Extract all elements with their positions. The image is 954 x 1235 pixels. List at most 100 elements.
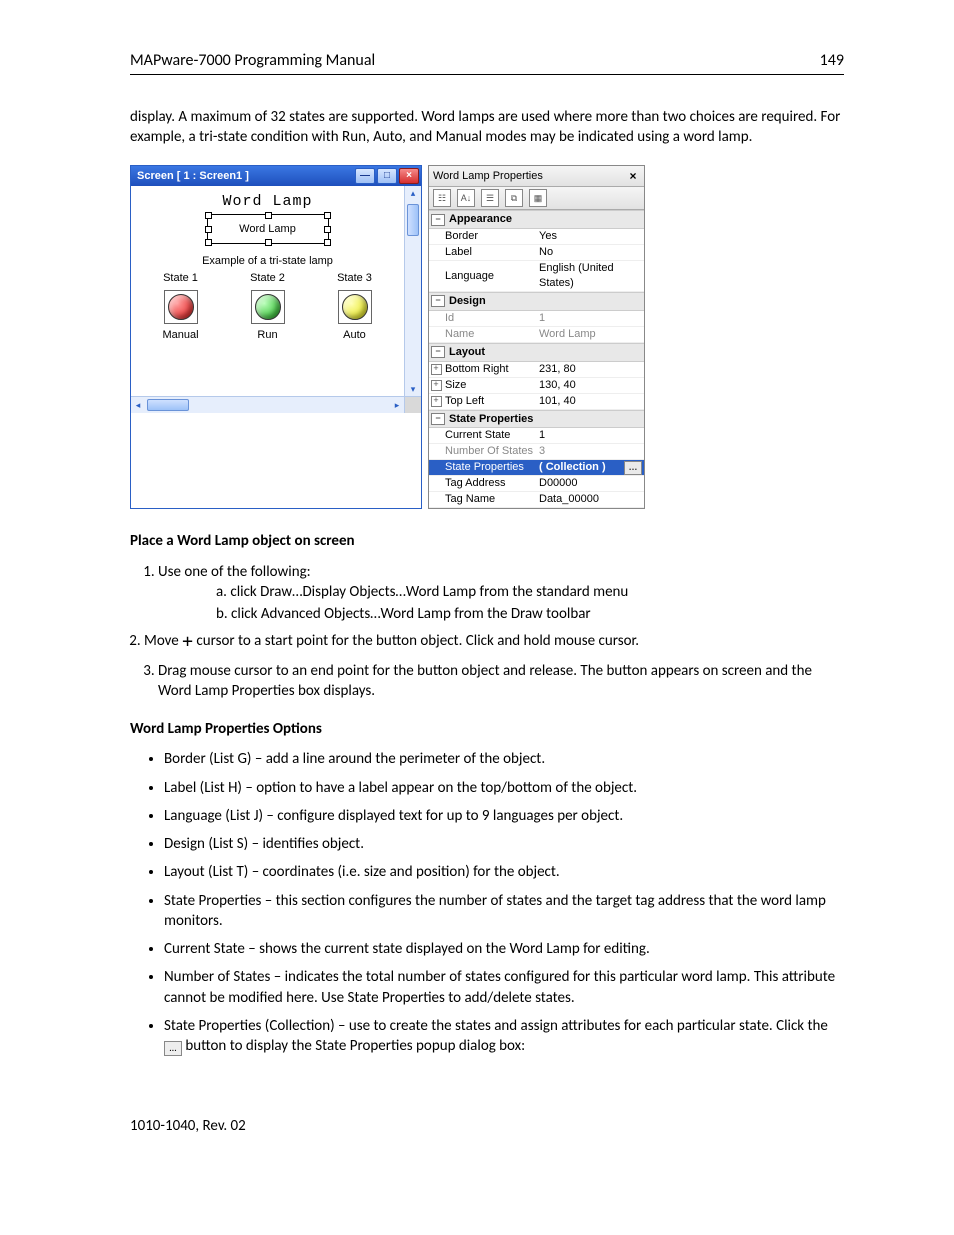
expand-icon[interactable]: + <box>431 364 442 375</box>
screen-editor-window: Screen [ 1 : Screen1 ] — □ × Word Lamp W… <box>130 165 422 509</box>
prop-bottom-right[interactable]: +Bottom Right231, 80 <box>429 362 644 378</box>
step-3: Drag mouse cursor to an end point for th… <box>158 661 844 702</box>
minimize-icon[interactable]: — <box>355 168 375 184</box>
opt-layout: Layout (List T) – coordinates (i.e. size… <box>164 862 844 882</box>
prop-tag-name[interactable]: Tag NameData_00000 <box>429 492 644 508</box>
step-1b: b. click Advanced Objects…Word Lamp from… <box>216 604 844 624</box>
category-appearance[interactable]: −Appearance <box>429 210 644 229</box>
ellipsis-button-icon: … <box>164 1041 182 1056</box>
scroll-thumb[interactable] <box>147 399 189 411</box>
opt-number-of-states: Number of States – indicates the total n… <box>164 967 844 1008</box>
expand-icon[interactable]: + <box>431 380 442 391</box>
opt-language: Language (List J) – configure displayed … <box>164 806 844 826</box>
opt-label: Label (List H) – option to have a label … <box>164 778 844 798</box>
state-name: Run <box>257 329 277 341</box>
resize-handle[interactable] <box>265 239 272 246</box>
scroll-left-icon[interactable]: ◂ <box>131 399 145 411</box>
category-layout[interactable]: −Layout <box>429 343 644 362</box>
vertical-scrollbar[interactable]: ▴ ▾ <box>404 186 421 396</box>
collapse-icon[interactable]: − <box>431 214 445 226</box>
header-page: 149 <box>820 50 844 72</box>
figure-row: Screen [ 1 : Screen1 ] — □ × Word Lamp W… <box>130 165 844 509</box>
lamp-yellow-icon <box>342 294 368 320</box>
sort-az-icon[interactable]: A↓ <box>457 189 475 207</box>
wordlamp-label: Word Lamp <box>239 222 296 237</box>
tool-icon[interactable]: ▦ <box>529 189 547 207</box>
properties-title: Word Lamp Properties <box>433 169 626 184</box>
close-icon[interactable]: × <box>626 168 640 184</box>
header-title: MAPware-7000 Programming Manual <box>130 50 375 72</box>
prop-name[interactable]: NameWord Lamp <box>429 327 644 343</box>
window-titlebar[interactable]: Screen [ 1 : Screen1 ] — □ × <box>131 166 421 186</box>
state-name: Manual <box>162 329 198 341</box>
page-header: MAPware-7000 Programming Manual 149 <box>130 50 844 75</box>
step-1: Use one of the following: a. click Draw…… <box>158 562 844 625</box>
resize-handle[interactable] <box>265 212 272 219</box>
scroll-right-icon[interactable]: ▸ <box>390 399 404 411</box>
properties-titlebar[interactable]: Word Lamp Properties × <box>429 166 644 187</box>
design-canvas[interactable]: Word Lamp Word Lamp Example of a tri-sta… <box>131 186 404 396</box>
tool-icon[interactable]: ⧉ <box>505 189 523 207</box>
figure-caption: Example of a tri-state lamp <box>137 254 398 269</box>
resize-handle[interactable] <box>205 212 212 219</box>
intro-paragraph: display. A maximum of 32 states are supp… <box>130 107 844 148</box>
maximize-icon[interactable]: □ <box>377 168 397 184</box>
expand-icon[interactable]: + <box>431 396 442 407</box>
collapse-icon[interactable]: − <box>431 295 445 307</box>
properties-toolbar: ☷ A↓ ☰ ⧉ ▦ <box>429 187 644 210</box>
lamp-green-icon <box>255 294 281 320</box>
state-label: State 2 <box>250 272 285 284</box>
lamp-frame <box>338 290 372 324</box>
close-icon[interactable]: × <box>399 168 419 184</box>
state-label: State 3 <box>337 272 372 284</box>
opt-state-properties: State Properties – this section configur… <box>164 891 844 932</box>
scroll-down-icon[interactable]: ▾ <box>405 382 421 396</box>
footer-revision: 1010-1040, Rev. 02 <box>130 1116 844 1136</box>
prop-number-of-states[interactable]: Number Of States3 <box>429 444 644 460</box>
prop-current-state[interactable]: Current State1 <box>429 428 644 444</box>
section-heading-place: Place a Word Lamp object on screen <box>130 531 844 551</box>
states-legend: State 1 State 2 State 3 <box>137 271 398 286</box>
lamp-frame <box>251 290 285 324</box>
resize-handle[interactable] <box>324 212 331 219</box>
ellipsis-button[interactable]: … <box>624 461 642 475</box>
prop-state-properties[interactable]: State Properties( Collection )… <box>429 460 644 476</box>
prop-top-left[interactable]: +Top Left101, 40 <box>429 394 644 410</box>
prop-size[interactable]: +Size130, 40 <box>429 378 644 394</box>
lamp-red-icon <box>168 294 194 320</box>
step-2: Move + cursor to a start point for the b… <box>144 630 844 654</box>
scroll-thumb[interactable] <box>407 204 419 236</box>
scroll-up-icon[interactable]: ▴ <box>405 186 421 200</box>
options-list: Border (List G) – add a line around the … <box>164 749 844 1056</box>
collapse-icon[interactable]: − <box>431 346 445 358</box>
prop-label[interactable]: LabelNo <box>429 245 644 261</box>
opt-current-state: Current State – shows the current state … <box>164 939 844 959</box>
category-state-properties[interactable]: −State Properties <box>429 410 644 429</box>
crosshair-cursor-icon: + <box>182 631 193 652</box>
opt-state-properties-collection: State Properties (Collection) – use to c… <box>164 1016 844 1057</box>
steps-list: Use one of the following: a. click Draw…… <box>158 562 844 702</box>
prop-id[interactable]: Id1 <box>429 311 644 327</box>
category-design[interactable]: −Design <box>429 292 644 311</box>
categorized-icon[interactable]: ☷ <box>433 189 451 207</box>
state-label: State 1 <box>163 272 198 284</box>
scroll-corner <box>404 396 421 413</box>
prop-language[interactable]: LanguageEnglish (United States) <box>429 261 644 292</box>
resize-handle[interactable] <box>205 226 212 233</box>
opt-border: Border (List G) – add a line around the … <box>164 749 844 769</box>
tool-icon[interactable]: ☰ <box>481 189 499 207</box>
wordlamp-object[interactable]: Word Lamp <box>207 214 329 244</box>
prop-border[interactable]: BorderYes <box>429 229 644 245</box>
resize-handle[interactable] <box>324 239 331 246</box>
resize-handle[interactable] <box>324 226 331 233</box>
properties-panel: Word Lamp Properties × ☷ A↓ ☰ ⧉ ▦ −Appea… <box>428 165 645 509</box>
window-title: Screen [ 1 : Screen1 ] <box>137 169 353 184</box>
opt-design: Design (List S) – identifies object. <box>164 834 844 854</box>
collapse-icon[interactable]: − <box>431 413 445 425</box>
prop-tag-address[interactable]: Tag AddressD00000 <box>429 476 644 492</box>
horizontal-scrollbar[interactable]: ◂ ▸ <box>131 396 404 413</box>
step-1a: a. click Draw…Display Objects…Word Lamp … <box>216 582 844 602</box>
resize-handle[interactable] <box>205 239 212 246</box>
lamp-frame <box>164 290 198 324</box>
section-heading-options: Word Lamp Properties Options <box>130 719 844 739</box>
